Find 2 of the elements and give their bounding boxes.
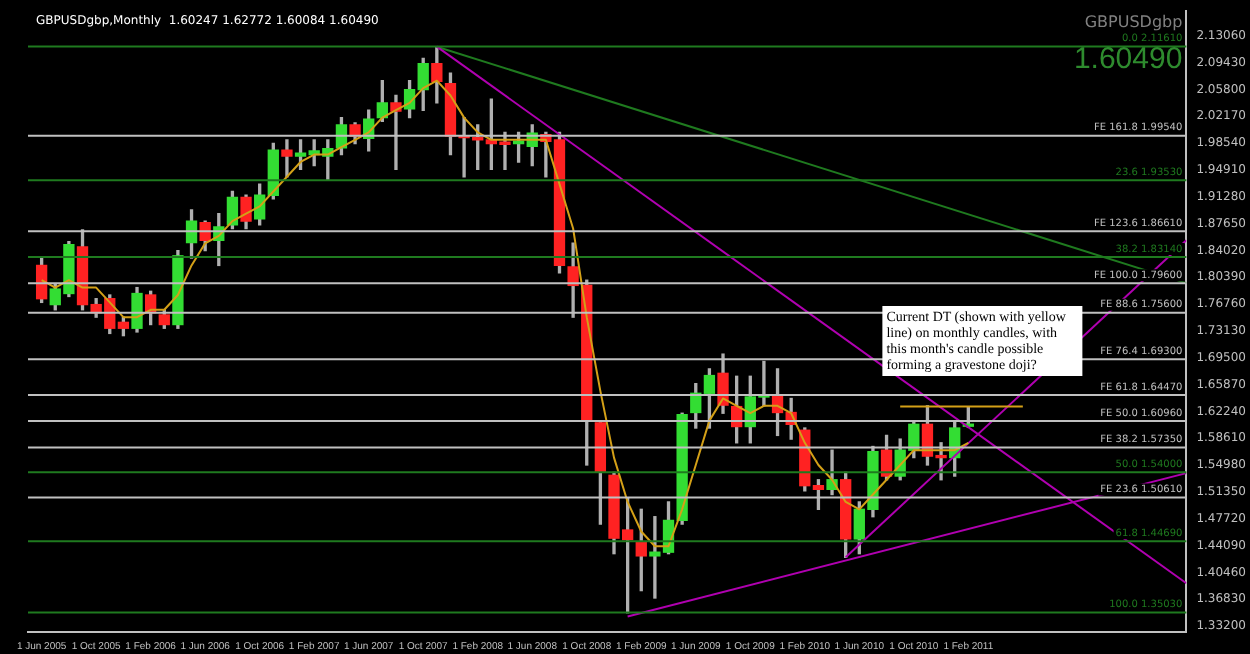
annotation: 1.60490 xyxy=(1073,42,1183,77)
annotation: GBPUSDgbp xyxy=(1084,13,1183,32)
